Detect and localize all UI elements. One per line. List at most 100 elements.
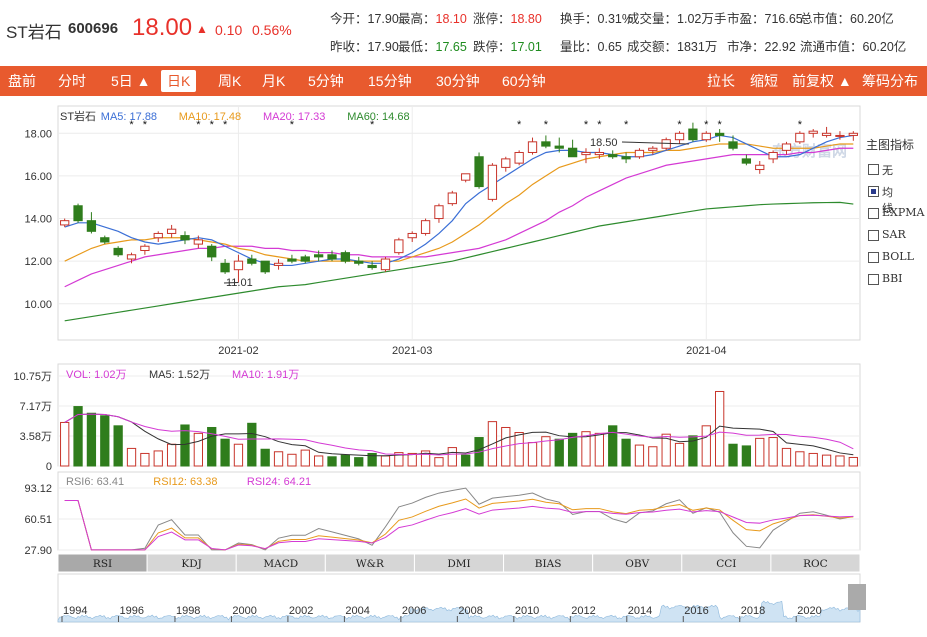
ma60-line	[64, 201, 854, 322]
stat-label: 总市值：	[800, 12, 851, 26]
main-indicator-title: 主图指标	[866, 138, 915, 152]
candle-body	[567, 147, 578, 158]
rsi24-line	[64, 499, 854, 551]
indicator-option-label[interactable]: 无	[882, 164, 893, 177]
indicator-tab-label[interactable]: KDJ	[181, 558, 201, 570]
timeline-year-label: 2012	[571, 605, 595, 617]
tab-1[interactable]: 分时	[58, 73, 86, 89]
candle-body	[461, 173, 471, 181]
stat-row1-5: 市盈：716.65	[727, 8, 803, 27]
indicator-option-label[interactable]: 均线	[882, 186, 893, 215]
stat-value: 17.65	[435, 40, 467, 54]
indicator-option-label[interactable]: SAR	[882, 228, 906, 241]
volume-bar	[594, 432, 604, 467]
candle-body	[434, 205, 444, 220]
candle-body	[207, 245, 217, 258]
stat-value: 1831万	[677, 40, 718, 54]
volume-bar	[166, 443, 177, 467]
tab-7[interactable]: 15分钟	[368, 73, 412, 89]
tab-0[interactable]: 盘前	[8, 73, 36, 89]
tab-5[interactable]: 月K	[262, 73, 286, 89]
volume-bar	[434, 457, 444, 467]
tool-tab-1[interactable]: 缩短	[750, 73, 778, 89]
indicator-tab-label[interactable]: RSI	[93, 558, 112, 570]
stock-price: 18.00	[132, 14, 193, 41]
stat-label: 流通市值：	[800, 40, 863, 54]
tab-3[interactable]: 日K	[161, 70, 197, 92]
vol-y-tick: 7.17万	[20, 401, 52, 413]
indicator-tab-label[interactable]: BIAS	[535, 558, 562, 570]
candle-body	[420, 220, 431, 234]
main-legend-item: ST岩石	[60, 109, 96, 123]
stat-value: 716.65	[764, 12, 803, 26]
timeline-year-label: 2014	[628, 605, 652, 617]
tool-tab-3[interactable]: 筹码分布	[862, 73, 918, 89]
volume-bar	[541, 436, 551, 467]
indicator-tab-label[interactable]: MACD	[263, 558, 298, 570]
volume-bar	[140, 452, 150, 467]
volume-bar	[634, 444, 645, 467]
stat-value: 17.90	[367, 40, 399, 54]
candle-body	[86, 220, 97, 232]
tab-2[interactable]: 5日 ▲	[111, 73, 151, 89]
stat-label: 量比：	[560, 40, 598, 54]
timeline-year-label: 1994	[63, 605, 87, 617]
y-tick-label: 10.00	[24, 299, 52, 311]
up-arrow-icon: ▲	[196, 22, 208, 36]
indicator-tab-label[interactable]: CCI	[716, 558, 736, 570]
volume-bar	[420, 450, 431, 467]
tab-8[interactable]: 30分钟	[436, 73, 480, 89]
indicator-tab-roc[interactable]	[770, 553, 861, 573]
candle-body	[100, 237, 110, 243]
indicator-tab-label[interactable]: DMI	[447, 558, 470, 570]
indicator-option-label[interactable]: EXPMA	[882, 206, 925, 219]
indicator-tab-label[interactable]: ROC	[803, 558, 828, 570]
candle-body	[781, 143, 792, 151]
indicator-checkbox[interactable]	[868, 208, 879, 219]
x-tick-label: 2021-04	[686, 345, 726, 357]
indicator-option-label[interactable]: BOLL	[882, 250, 914, 263]
tab-9[interactable]: 60分钟	[502, 73, 546, 89]
indicator-checkbox[interactable]	[868, 252, 879, 263]
stat-row1-0: 今开：17.90	[330, 8, 399, 27]
candle-body	[300, 256, 310, 262]
indicator-option-label[interactable]: BBI	[882, 272, 903, 285]
timeline-range-handle[interactable]	[848, 584, 866, 610]
event-marker-icon: *	[517, 119, 522, 131]
kline-chart[interactable]: 18.00 16.00 14.00 12.00 10.00 2021-02 2021-03 2…	[0, 100, 927, 634]
stat-label: 今开：	[330, 12, 368, 26]
stat-value: 22.92	[764, 40, 796, 54]
volume-bar	[567, 432, 578, 467]
volume-bar	[394, 452, 404, 467]
rsi-y-tick: 93.12	[24, 483, 52, 495]
vol-y-tick: 10.75万	[13, 371, 52, 383]
rsi-legend-item: RSI12: 63.38	[153, 476, 217, 488]
event-marker-icon: *	[544, 119, 549, 131]
tab-6[interactable]: 5分钟	[308, 73, 344, 89]
indicator-checkbox[interactable]	[868, 230, 879, 241]
vol-ma5-line	[64, 413, 854, 457]
tool-tab-2[interactable]: 前复权 ▲	[792, 73, 852, 89]
event-marker-icon: *	[718, 119, 723, 131]
tab-4[interactable]: 周K	[218, 73, 242, 89]
stat-value: 60.20亿	[850, 12, 894, 26]
volume-bar	[621, 438, 631, 467]
volume-bar	[300, 449, 310, 467]
volume-bar	[100, 415, 110, 467]
stat-label: 市净：	[727, 40, 765, 54]
indicator-tab-label[interactable]: W&R	[356, 558, 385, 570]
volume-bar	[701, 425, 711, 467]
volume-bar	[207, 426, 217, 467]
indicator-checkbox[interactable]	[868, 164, 879, 175]
indicator-checkbox[interactable]	[868, 186, 879, 197]
candle-body	[273, 262, 284, 266]
candle-body	[621, 156, 631, 160]
volume-bar	[741, 445, 752, 467]
indicator-checkbox[interactable]	[868, 274, 879, 285]
volume-bar	[581, 431, 591, 467]
rsi-y-tick: 27.90	[24, 545, 52, 557]
indicator-tab-label[interactable]: OBV	[625, 558, 649, 570]
rsi-legend-item: RSI6: 63.41	[66, 476, 124, 488]
tool-tab-0[interactable]: 拉长	[707, 73, 735, 89]
candle-body	[380, 258, 391, 271]
